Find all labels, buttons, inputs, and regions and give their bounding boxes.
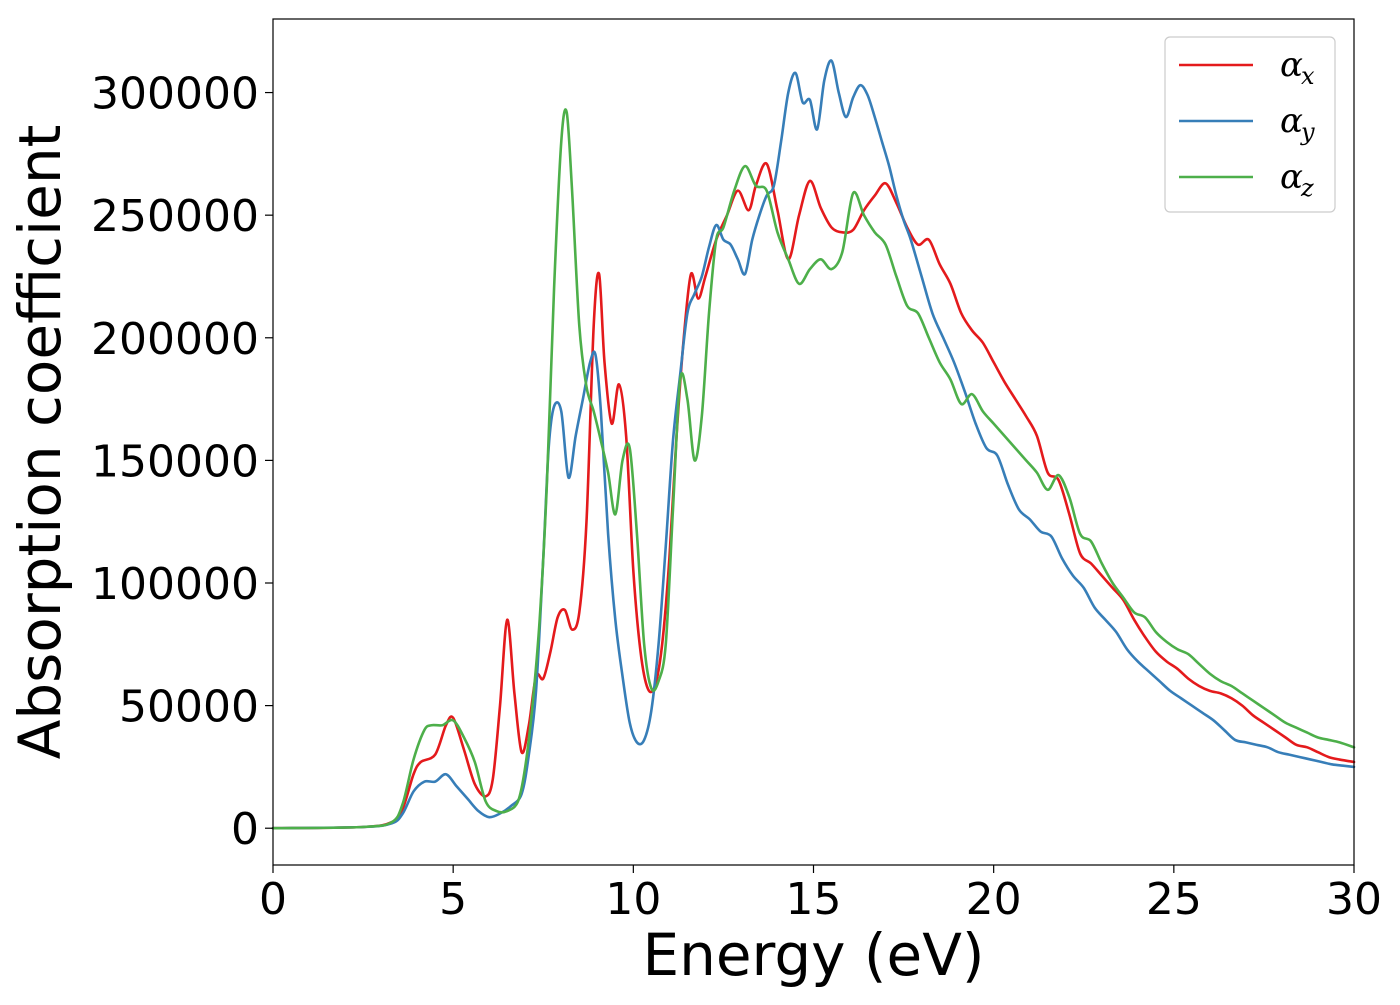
x-axis: 0 5 10 15 20 25 30 bbox=[259, 865, 1382, 925]
legend-entry-z: αz bbox=[1179, 157, 1314, 202]
y-axis-title: Absorption coefficient bbox=[6, 125, 74, 760]
y-tick-label: 200000 bbox=[91, 314, 259, 365]
series-line-z bbox=[271, 108, 1356, 830]
legend-subscript: x bbox=[1301, 62, 1315, 90]
legend-label: α bbox=[1280, 157, 1303, 197]
x-tick-label: 15 bbox=[786, 874, 842, 925]
legend-subscript: z bbox=[1300, 174, 1314, 202]
series-line-x bbox=[271, 161, 1356, 830]
y-tick-label: 0 bbox=[231, 804, 259, 855]
y-axis: 0 50000 100000 150000 200000 250000 300000 bbox=[91, 69, 273, 855]
y-tick-label: 100000 bbox=[91, 559, 259, 610]
x-tick-label: 0 bbox=[259, 874, 287, 925]
x-axis-title: Energy (eV) bbox=[642, 921, 984, 989]
y-tick-label: 250000 bbox=[91, 191, 259, 242]
y-tick-label: 50000 bbox=[119, 682, 259, 733]
x-tick-label: 20 bbox=[966, 874, 1022, 925]
legend-frame bbox=[1164, 36, 1336, 213]
x-tick-label: 25 bbox=[1146, 874, 1202, 925]
y-tick-label: 300000 bbox=[91, 69, 259, 120]
legend-entry-x: αx bbox=[1179, 45, 1315, 90]
x-tick-label: 30 bbox=[1326, 874, 1382, 925]
legend-subscript: y bbox=[1300, 118, 1315, 146]
legend-label: α bbox=[1280, 45, 1303, 85]
series-layer bbox=[271, 59, 1356, 830]
x-tick-label: 5 bbox=[439, 874, 467, 925]
x-tick-label: 10 bbox=[605, 874, 661, 925]
legend-entry-y: αy bbox=[1179, 101, 1315, 146]
legend-label: α bbox=[1280, 101, 1303, 141]
y-tick-label: 150000 bbox=[91, 436, 259, 487]
